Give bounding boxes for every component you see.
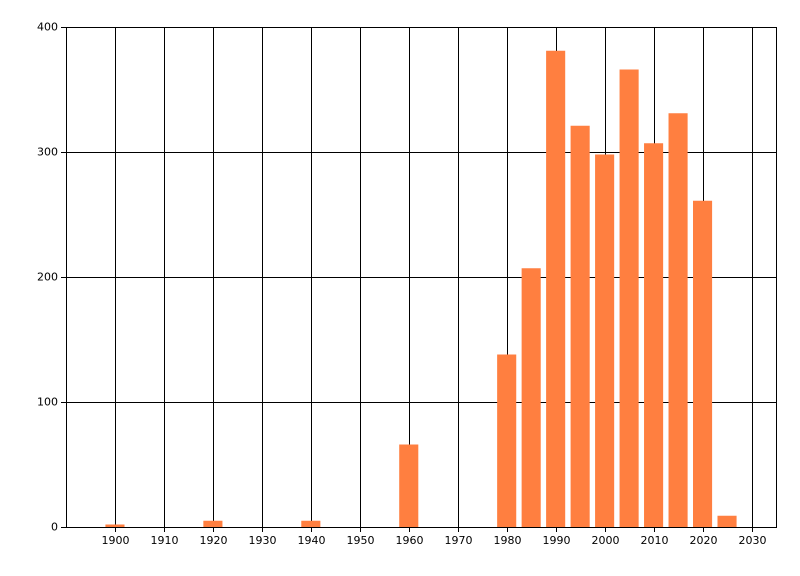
x-tick-label: 2010	[641, 534, 669, 547]
bar	[693, 200, 713, 527]
bar	[203, 520, 223, 527]
bar	[497, 354, 517, 527]
x-tick-label: 1980	[494, 534, 522, 547]
x-tick-label: 2000	[592, 534, 620, 547]
bar	[399, 444, 419, 527]
y-tick-label: 100	[37, 396, 58, 409]
x-tick-label: 1930	[249, 534, 277, 547]
plot-border	[66, 27, 777, 528]
bar	[668, 113, 688, 527]
x-tick-label: 2030	[739, 534, 767, 547]
x-tick-label: 1950	[347, 534, 375, 547]
y-tick-label: 200	[37, 271, 58, 284]
bar	[570, 125, 590, 527]
x-tick-label: 1940	[298, 534, 326, 547]
bar	[105, 524, 125, 527]
bar	[546, 50, 566, 527]
x-tick-label: 1920	[200, 534, 228, 547]
x-tick-label: 1900	[102, 534, 130, 547]
bar	[717, 515, 737, 527]
x-tick-label: 2020	[690, 534, 718, 547]
bar	[644, 143, 664, 527]
y-tick-label: 400	[37, 21, 58, 34]
y-tick-label: 0	[51, 521, 58, 534]
bar	[595, 154, 615, 527]
bar	[619, 69, 639, 527]
x-tick-label: 1990	[543, 534, 571, 547]
x-tick-label: 1970	[445, 534, 473, 547]
x-tick-label: 1910	[151, 534, 179, 547]
x-tick-label: 1960	[396, 534, 424, 547]
bar	[521, 268, 541, 527]
bar	[301, 520, 321, 527]
y-tick-label: 300	[37, 146, 58, 159]
